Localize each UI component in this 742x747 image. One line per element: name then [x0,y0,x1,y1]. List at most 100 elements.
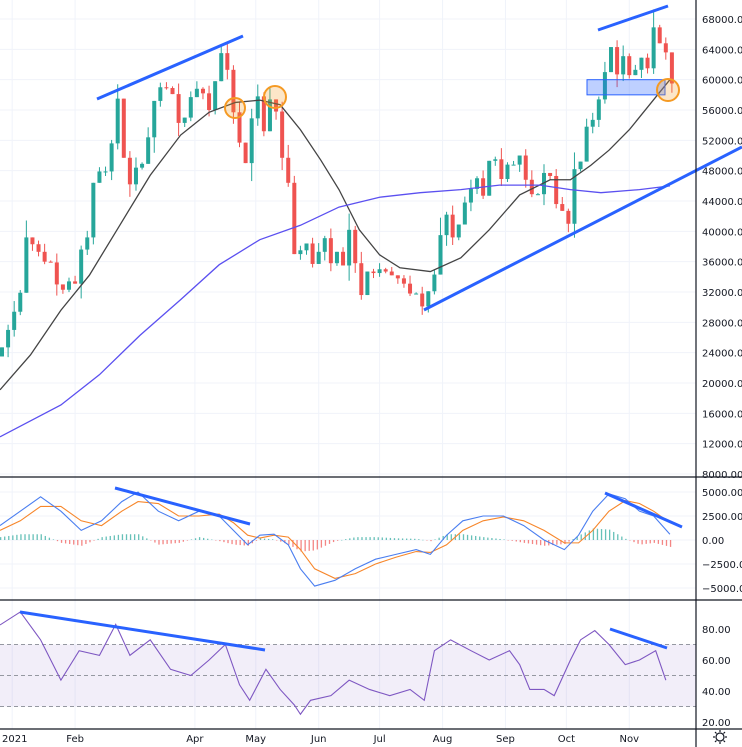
macd-divergence-line[interactable] [604,491,683,529]
macd-histogram-bar [227,540,229,544]
candle [194,88,199,98]
candle [36,244,41,252]
macd-histogram-bar [280,540,282,542]
macd-pane[interactable] [0,491,672,587]
macd-histogram-bar [211,539,213,541]
macd-histogram-bar [296,540,298,550]
candle [639,57,644,70]
macd-histogram-bar [113,535,115,540]
macd-histogram-bar [328,540,331,544]
macd-histogram-bar [16,534,18,540]
candle [292,182,297,255]
macd-histogram-bar [397,538,400,540]
macd-histogram-bar [0,537,2,540]
price-resistance-trendline[interactable] [96,34,244,101]
macd-histogram-bar [349,538,351,540]
highlight-circle[interactable] [656,78,680,102]
macd-histogram-bar [255,540,258,541]
macd-histogram-bar [12,535,14,540]
price-axis-label: 8000.00 [702,470,742,481]
macd-histogram-bar [483,537,485,540]
macd-histogram-bar [365,537,367,540]
candle [645,57,650,69]
macd-histogram-bar [56,540,59,542]
rsi-divergence-line[interactable] [609,627,668,650]
macd-histogram-bar [166,540,168,544]
candle [170,88,175,95]
price-pane[interactable] [0,9,674,438]
highlight-circle[interactable] [263,85,287,109]
price-axis-label: 20000.00 [702,379,742,390]
candle [225,53,230,70]
candle [140,163,145,168]
price-axis-label: 68000.00 [702,15,742,26]
candle [298,250,303,255]
macd-histogram-bar [154,540,156,543]
macd-histogram-bar [223,540,225,543]
candle [121,98,126,158]
macd-histogram-bar [418,539,420,540]
candle [462,202,467,225]
time-axis-label: Jul [373,734,386,745]
rsi-divergence-line[interactable] [19,610,266,652]
macd-histogram-bar [609,529,611,540]
price-support-trendline[interactable] [423,145,742,312]
macd-histogram-bar [182,540,184,542]
macd-histogram-bar [316,540,318,550]
macd-histogram-bar [158,540,160,545]
rsi-axis-label: 60.00 [702,656,731,667]
candle [456,224,461,238]
macd-histogram-bar [523,540,526,543]
macd-histogram-bar [162,540,164,545]
macd-histogram-bar [617,534,619,540]
macd-histogram-bar [288,540,290,545]
macd-signal-line [0,500,671,579]
candle [566,210,571,224]
macd-histogram-bar [495,538,497,540]
candle [359,263,364,296]
drawing-annotations[interactable] [19,4,742,652]
candle [60,284,65,290]
macd-histogram-bar [73,540,75,545]
candle [24,237,29,293]
candle [267,99,272,132]
settings-gear-icon[interactable] [713,730,727,744]
candle [115,98,120,144]
candle [523,155,528,180]
macd-histogram-bar [560,540,562,545]
candle [54,262,59,285]
macd-histogram-bar [588,530,590,540]
candle [310,243,315,264]
rsi-pane[interactable] [0,611,696,716]
candle [103,171,108,173]
macd-histogram-bar [369,537,371,540]
macd-histogram-bar [341,539,343,541]
macd-histogram-bar [596,528,599,540]
macd-histogram-bar [178,540,180,543]
candle [237,112,242,143]
candle [164,87,169,89]
macd-histogram-bar [665,540,668,546]
price-resistance-trendline[interactable] [597,4,669,32]
macd-histogram-bar [641,540,643,545]
support-zone-rectangle[interactable] [586,79,666,96]
highlight-circle[interactable] [224,97,246,119]
macd-histogram-bar [470,535,473,540]
gear-icon[interactable] [715,732,725,742]
macd-histogram-bar [345,539,347,540]
candle [389,271,394,276]
price-axis-label: 16000.00 [702,409,742,420]
macd-histogram-bar [247,540,249,546]
candle [432,274,437,292]
candle [663,43,668,53]
candle [66,281,71,290]
macd-divergence-line[interactable] [114,486,251,526]
candle [133,167,138,185]
candle [341,251,346,266]
candle [286,157,291,183]
macd-histogram-bar [133,534,136,540]
macd-histogram-bar [600,529,603,540]
candle [18,292,23,312]
macd-histogram-bar [625,538,627,540]
